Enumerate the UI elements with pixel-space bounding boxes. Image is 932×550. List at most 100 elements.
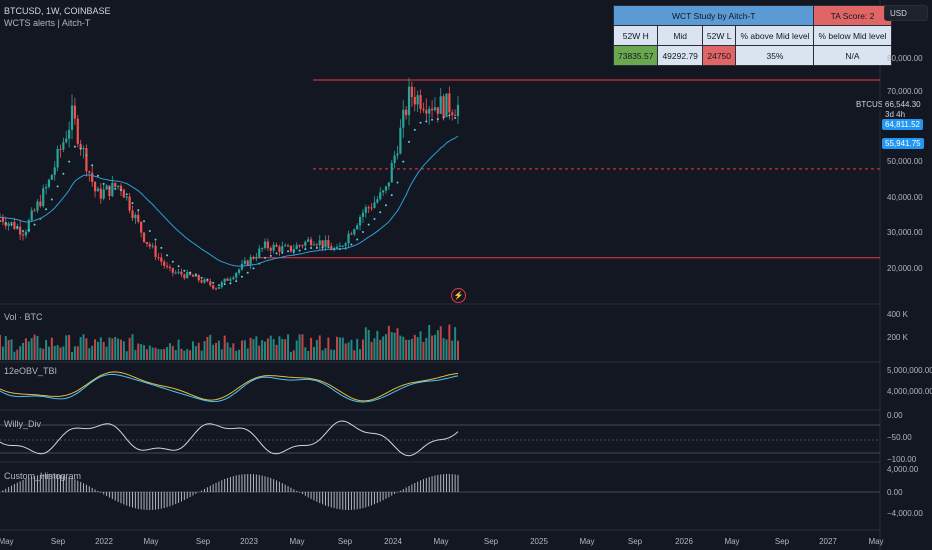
volume-bar (399, 335, 402, 360)
histogram-bar (287, 486, 289, 492)
volume-bar (359, 349, 362, 360)
candle-body (341, 245, 344, 247)
trail-dot (4, 222, 7, 225)
trail-dot (125, 193, 128, 196)
histogram-bar (183, 492, 185, 501)
time-tick: 2027 (819, 537, 837, 546)
histogram-bar (319, 492, 321, 504)
trail-dot (33, 223, 36, 226)
trail-dot (102, 182, 105, 185)
candle-body (344, 243, 347, 246)
obv-tick: 5,000,000.00 (887, 366, 932, 375)
histogram-bar (97, 491, 99, 492)
histogram-bar (85, 484, 87, 492)
histogram-bar (278, 481, 280, 492)
candle-body (174, 272, 177, 274)
histogram-bar (204, 488, 206, 492)
trail-dot (212, 281, 215, 284)
volume-bar (436, 330, 439, 360)
volume-bar (24, 338, 27, 360)
trail-dot (321, 246, 324, 249)
time-tick: Sep (195, 537, 211, 546)
volume-bar (454, 327, 457, 360)
volume-bar (91, 345, 94, 360)
price-tick: 80,000.00 (887, 54, 923, 63)
symbol-title: BTCUSD, 1W, COINBASE (4, 6, 111, 16)
trail-dot (217, 284, 220, 287)
volume-bar (131, 334, 134, 360)
volume-bar (393, 332, 396, 360)
trail-dot (350, 243, 353, 246)
candle-body (445, 93, 448, 118)
trail-dot (56, 185, 59, 188)
candle-body (347, 233, 350, 244)
candle-body (191, 274, 195, 277)
volume-bar (419, 331, 422, 360)
histogram-bar (327, 492, 329, 507)
histogram-bar (373, 492, 375, 505)
currency-button[interactable]: USD (884, 5, 928, 21)
candle-body (232, 277, 235, 280)
wct-study-table: WCT Study by Aitch-T TA Score: 2 52W H M… (612, 5, 892, 66)
histogram-bar (376, 492, 378, 503)
volume-bar (137, 343, 140, 360)
histogram-bar (126, 492, 128, 506)
volume-bar (50, 337, 53, 360)
volume-bar (194, 346, 197, 360)
value-mid: 49292.79 (657, 45, 703, 66)
volume-bar (289, 351, 292, 360)
header-above-mid: % above Mid level (735, 25, 815, 46)
candle-body (350, 233, 353, 235)
trail-dot (431, 118, 434, 121)
volume-bar (246, 348, 249, 360)
histogram-bar (57, 474, 59, 492)
volume-bar (108, 337, 111, 360)
histogram-bar (140, 492, 142, 510)
volume-bar (304, 347, 307, 360)
volume-bar (0, 334, 1, 360)
candle-body (393, 155, 396, 164)
volume-bar (344, 343, 347, 360)
alert-flash-icon[interactable]: ⚡ (451, 288, 466, 303)
histogram-bar (77, 480, 79, 492)
candle-body (7, 223, 10, 226)
histogram-bar (313, 492, 315, 501)
candle-body (27, 220, 30, 232)
histogram-bar (137, 492, 139, 509)
obv-line (0, 371, 459, 402)
candle-body (312, 244, 316, 246)
histogram-bar (290, 487, 292, 492)
histogram-bar (71, 478, 73, 492)
candle-body (200, 280, 203, 283)
trail-dot (408, 140, 411, 143)
candle-body (261, 247, 264, 249)
volume-bar (119, 339, 122, 360)
histogram-bar (28, 477, 30, 492)
candle-body (237, 269, 241, 273)
histogram-bar (149, 492, 151, 510)
volume-bar (428, 324, 431, 360)
histogram-bar (322, 492, 324, 505)
candle-body (122, 189, 125, 198)
trail-dot (275, 252, 278, 255)
candle-body (252, 257, 255, 259)
histogram-bar (206, 487, 208, 492)
candle-body (433, 107, 437, 111)
candle-body (39, 201, 42, 207)
candle-body (50, 174, 53, 180)
volume-bar (295, 340, 298, 360)
histogram-bar (224, 478, 226, 492)
volume-bar (13, 351, 16, 360)
volume-bar (183, 350, 186, 360)
histogram-bar (388, 492, 390, 498)
volume-tick: 400 K (887, 310, 908, 319)
histogram-bar (250, 474, 252, 492)
volume-bar (19, 346, 22, 360)
willy-pane-label: Willy_Div (4, 419, 41, 429)
candle-body (145, 242, 149, 244)
last-price-tag: 66,544.30 (882, 99, 924, 110)
volume-bar (301, 334, 304, 360)
histogram-bar (114, 492, 116, 501)
